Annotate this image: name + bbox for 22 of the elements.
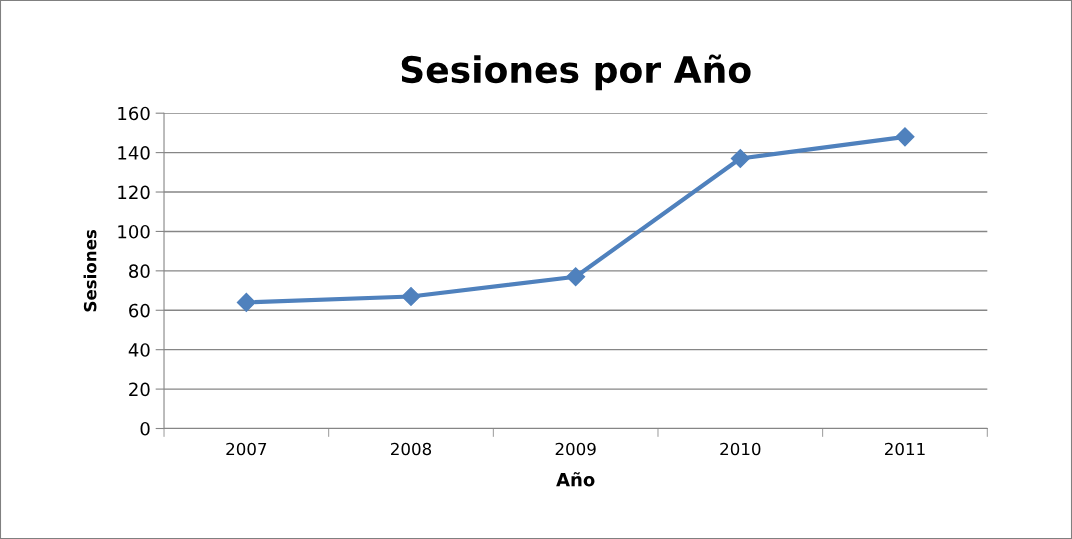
y-tick-label: 80 [129,264,150,278]
y-axis-title: Sesiones [83,229,97,312]
point [236,292,256,312]
y-tick-label: 100 [118,224,150,239]
point [401,286,421,307]
y-tick-label: 120 [118,185,150,200]
point [895,127,915,147]
y-tick-label: 40 [128,343,150,357]
y-tick-label: 160 [118,106,150,121]
y-tick-label: 60 [129,303,150,318]
x-tick-label: 2010 [720,442,761,456]
x-tick-label: 2011 [885,442,925,456]
point [566,267,586,287]
x-tick-label: 2009 [555,442,596,456]
y-tick-label: 140 [118,146,150,160]
y-tick-label: 20 [129,382,150,397]
point [730,148,750,169]
chart-title: Sesiones por Año [401,54,751,91]
x-axis-title: Año [556,472,595,487]
x-tick-label: 2008 [391,442,432,456]
y-tick-label: 0 [140,421,150,436]
x-tick-label: 2007 [226,442,267,456]
